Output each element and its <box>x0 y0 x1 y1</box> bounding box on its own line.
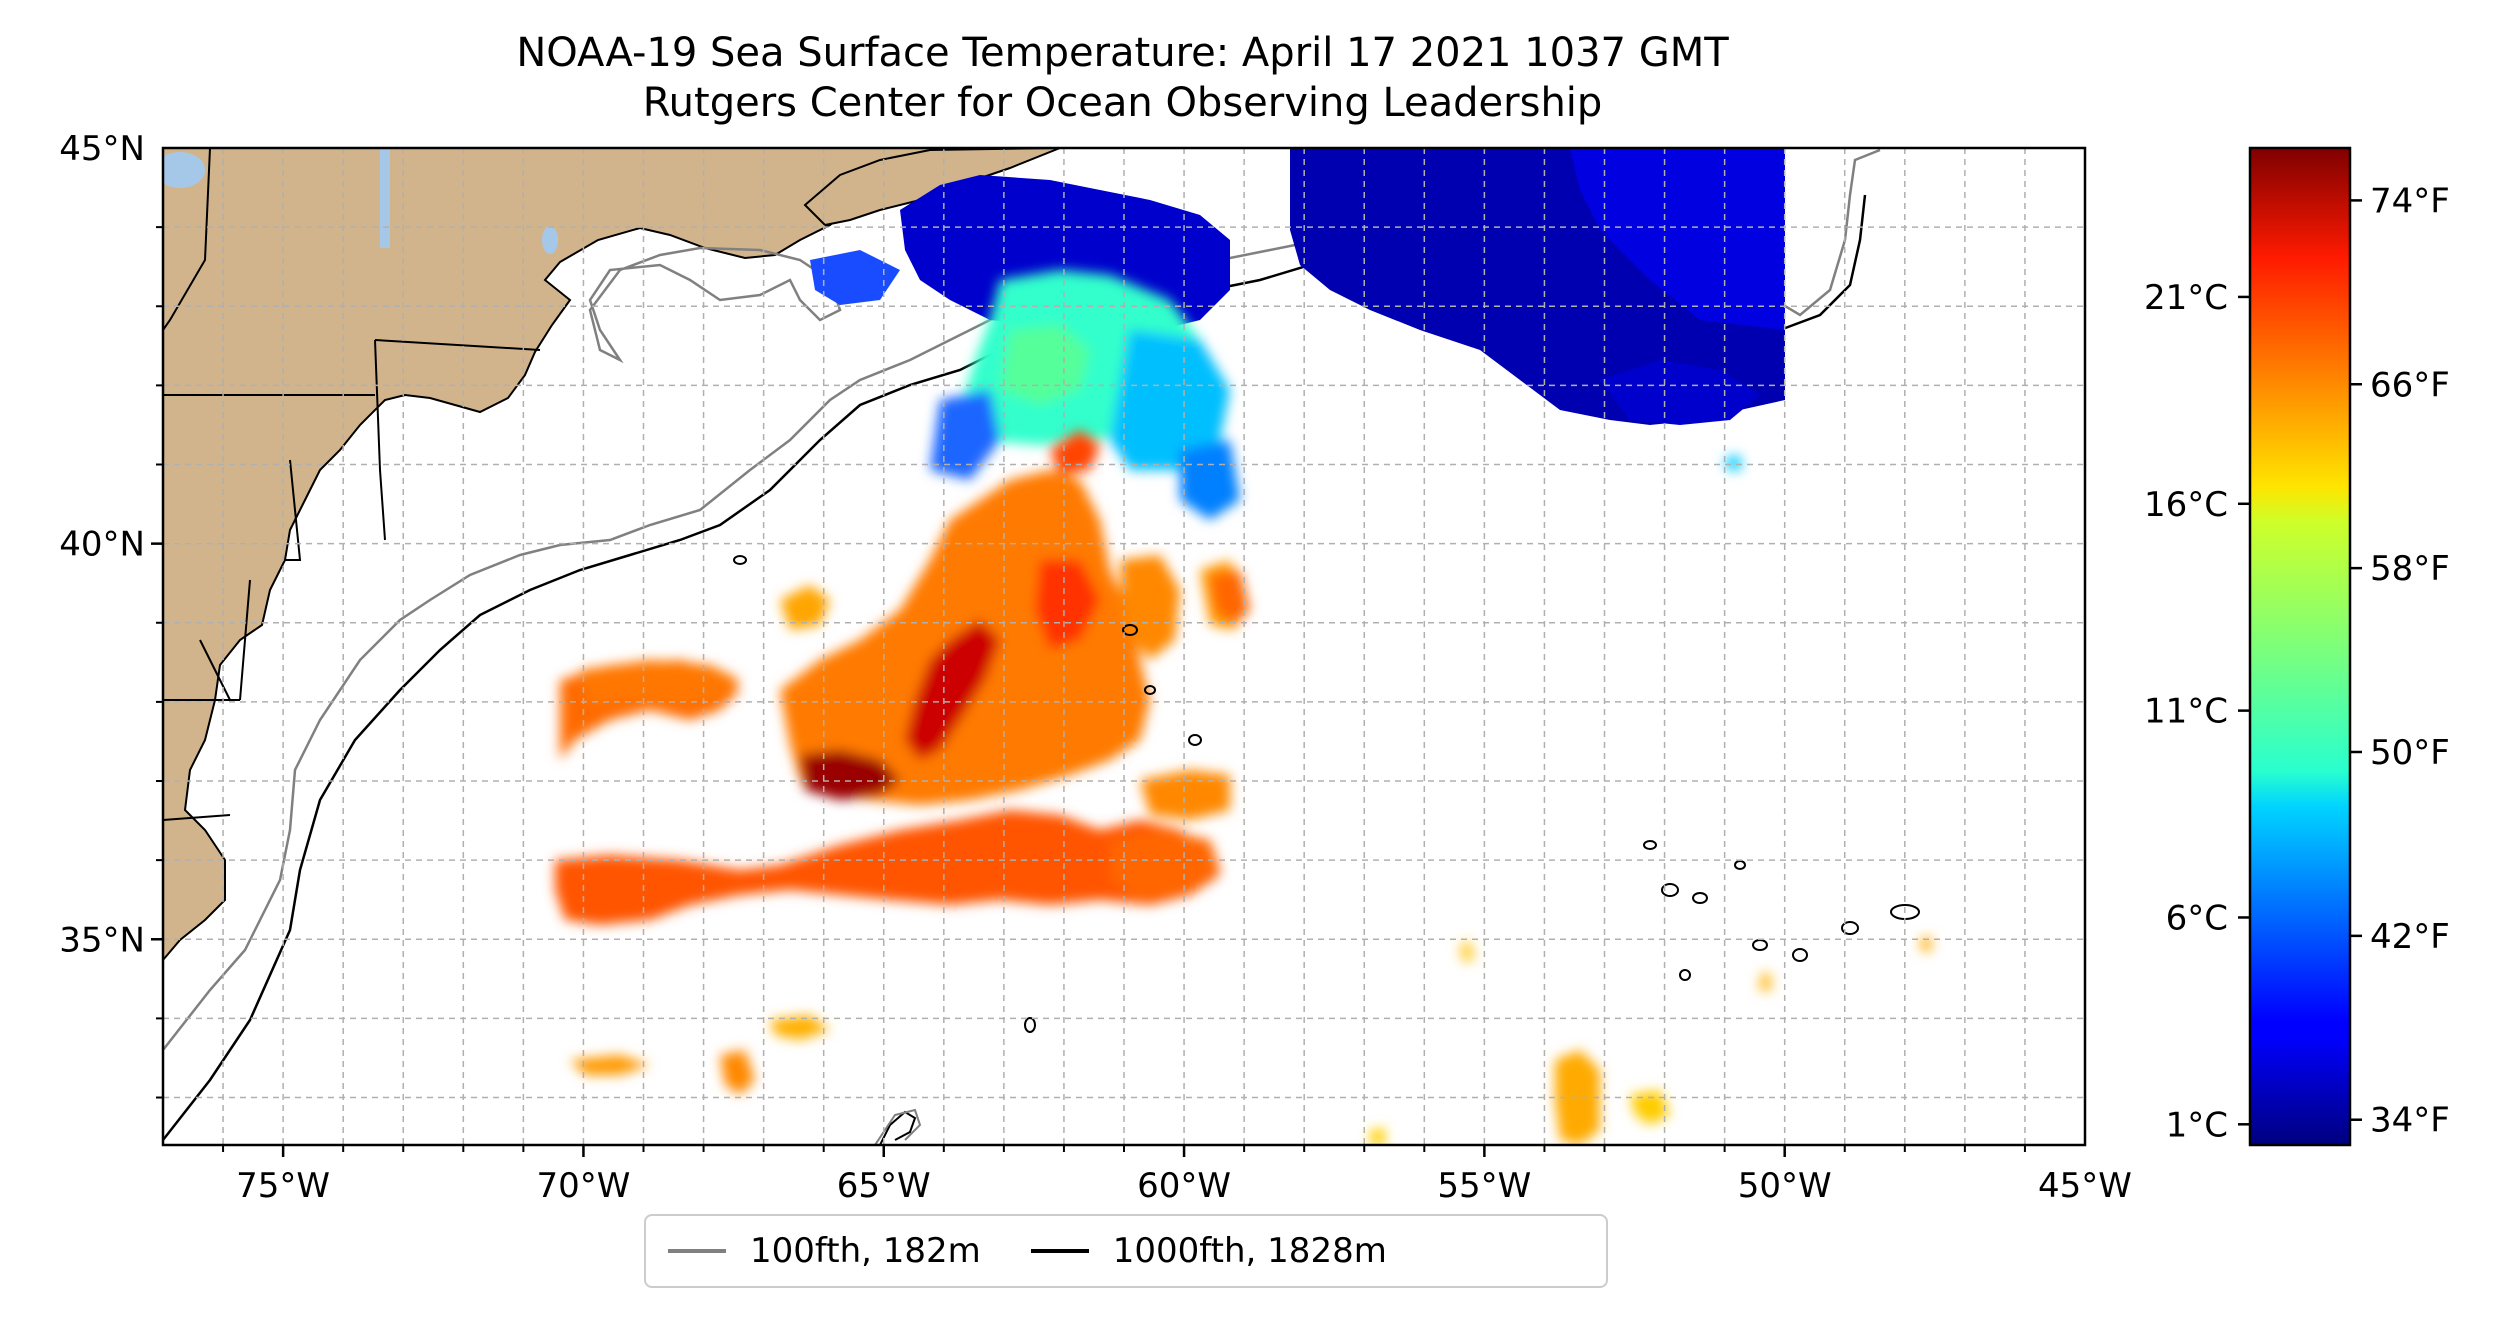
celsius-tick-label: 1°C <box>2166 1105 2228 1145</box>
celsius-tick-label: 6°C <box>2166 898 2228 938</box>
lon-tick-label: 75°W <box>236 1166 330 1206</box>
celsius-tick-label: 16°C <box>2144 485 2228 525</box>
latitude-labels: 45°N 40°N 35°N <box>59 129 145 960</box>
fahrenheit-tick-label: 34°F <box>2370 1101 2450 1141</box>
legend-label-1000fth: 1000fth, 1828m <box>1112 1231 1387 1271</box>
colorbar-fahrenheit-ticks: 34°F 42°F 50°F 58°F 66°F 74°F <box>2350 181 2450 1141</box>
lat-tick-label: 40°N <box>59 525 145 565</box>
state-borders <box>163 148 541 821</box>
lake-ontario-edge <box>163 152 205 188</box>
map-area <box>163 148 2085 1145</box>
chart-title: NOAA-19 Sea Surface Temperature: April 1… <box>160 28 2085 128</box>
lat-tick-label: 35°N <box>59 920 145 960</box>
axis-ticks <box>151 226 2026 1157</box>
lon-tick-label: 55°W <box>1437 1166 1531 1206</box>
lat-tick-label: 45°N <box>59 129 145 169</box>
bermuda-contour <box>874 1108 922 1145</box>
legend-swatch-1000fth <box>1030 1249 1089 1253</box>
fahrenheit-tick-label: 42°F <box>2370 917 2450 957</box>
legend-swatch-100fth <box>668 1249 726 1253</box>
fahrenheit-tick-label: 66°F <box>2370 365 2450 405</box>
title-line-2: Rutgers Center for Ocean Observing Leade… <box>642 80 1603 126</box>
lake-winnipesaukee <box>542 226 558 254</box>
lake-champlain <box>380 148 390 248</box>
seamount-outlines <box>733 555 1920 1145</box>
legend-item-100fth: 100fth, 182m <box>668 1231 981 1271</box>
celsius-tick-label: 21°C <box>2144 278 2228 318</box>
celsius-tick-label: 11°C <box>2144 692 2228 732</box>
sst-warm-gulf-stream <box>555 430 1250 925</box>
lon-tick-label: 65°W <box>837 1166 931 1206</box>
lon-tick-label: 50°W <box>1738 1166 1832 1206</box>
legend: 100fth, 182m 1000fth, 1828m <box>644 1214 1608 1288</box>
legend-label-100fth: 100fth, 182m <box>750 1231 981 1271</box>
fahrenheit-tick-label: 50°F <box>2370 733 2450 773</box>
grid-lines <box>163 148 2085 1145</box>
lon-tick-label: 45°W <box>2038 1166 2132 1206</box>
lon-tick-label: 60°W <box>1137 1166 1231 1206</box>
sst-cyan-tongue <box>930 270 1240 520</box>
legend-item-1000fth: 1000fth, 1828m <box>1030 1231 1387 1271</box>
contour-100fth-gulf <box>588 246 842 364</box>
colorbar-celsius-ticks: 1°C 6°C 11°C 16°C 21°C <box>2144 278 2250 1145</box>
sst-cold-north <box>810 148 1785 425</box>
land-us-east-coast <box>163 148 1056 962</box>
colorbar <box>2248 146 2352 1147</box>
lon-tick-label: 70°W <box>536 1166 630 1206</box>
title-line-1: NOAA-19 Sea Surface Temperature: April 1… <box>516 30 1729 76</box>
sst-south-patches <box>570 455 1932 1145</box>
longitude-labels: 75°W 70°W 65°W 60°W 55°W 50°W 45°W <box>236 1166 2132 1206</box>
fahrenheit-tick-label: 74°F <box>2370 181 2450 221</box>
fahrenheit-tick-label: 58°F <box>2370 549 2450 589</box>
